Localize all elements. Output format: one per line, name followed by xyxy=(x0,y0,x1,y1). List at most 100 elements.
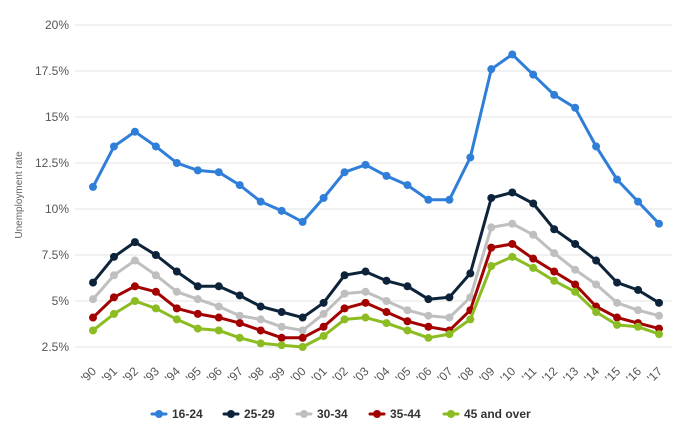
data-point[interactable] xyxy=(298,313,307,322)
data-point[interactable] xyxy=(340,289,349,298)
data-point[interactable] xyxy=(529,254,538,263)
data-point[interactable] xyxy=(256,326,265,335)
data-point[interactable] xyxy=(382,276,391,285)
data-point[interactable] xyxy=(319,298,328,307)
data-point[interactable] xyxy=(571,103,580,112)
data-point[interactable] xyxy=(151,251,160,259)
data-point[interactable] xyxy=(487,193,496,202)
data-point[interactable] xyxy=(130,297,139,305)
data-point[interactable] xyxy=(508,50,517,59)
data-point[interactable] xyxy=(130,282,139,291)
data-point[interactable] xyxy=(508,252,517,261)
data-point[interactable] xyxy=(151,271,160,280)
legend-item[interactable]: 16-24 xyxy=(150,407,203,421)
data-point[interactable] xyxy=(613,313,622,322)
data-point[interactable] xyxy=(550,276,559,285)
data-point[interactable] xyxy=(655,324,663,333)
data-point[interactable] xyxy=(256,197,265,206)
legend-item[interactable]: 25-29 xyxy=(222,407,275,421)
legend-item[interactable]: 35-44 xyxy=(368,407,421,421)
data-point[interactable] xyxy=(592,280,601,289)
data-point[interactable] xyxy=(613,298,622,307)
data-point[interactable] xyxy=(445,293,454,302)
data-point[interactable] xyxy=(172,287,181,296)
data-point[interactable] xyxy=(550,90,559,99)
data-point[interactable] xyxy=(550,249,559,258)
data-point[interactable] xyxy=(655,219,663,228)
data-point[interactable] xyxy=(172,267,181,276)
data-point[interactable] xyxy=(487,262,496,271)
data-point[interactable] xyxy=(172,315,181,324)
data-point[interactable] xyxy=(655,330,663,339)
data-point[interactable] xyxy=(445,330,454,339)
data-point[interactable] xyxy=(172,159,181,167)
data-point[interactable] xyxy=(89,313,97,322)
data-point[interactable] xyxy=(529,230,538,239)
data-point[interactable] xyxy=(256,302,265,311)
data-point[interactable] xyxy=(298,326,307,335)
data-point[interactable] xyxy=(403,326,412,335)
data-point[interactable] xyxy=(319,322,328,331)
data-point[interactable] xyxy=(193,309,202,318)
data-point[interactable] xyxy=(298,333,307,342)
data-point[interactable] xyxy=(235,319,244,328)
data-point[interactable] xyxy=(172,304,181,313)
data-point[interactable] xyxy=(361,287,370,296)
data-point[interactable] xyxy=(298,217,307,226)
data-point[interactable] xyxy=(235,291,244,300)
data-point[interactable] xyxy=(445,195,454,204)
data-point[interactable] xyxy=(487,243,496,252)
data-point[interactable] xyxy=(382,308,391,317)
data-point[interactable] xyxy=(466,153,475,162)
data-point[interactable] xyxy=(403,306,412,315)
data-point[interactable] xyxy=(109,142,118,151)
data-point[interactable] xyxy=(89,182,97,191)
data-point[interactable] xyxy=(529,199,538,208)
data-point[interactable] xyxy=(592,256,601,265)
data-point[interactable] xyxy=(424,295,433,304)
data-point[interactable] xyxy=(445,313,454,322)
data-point[interactable] xyxy=(130,127,139,136)
data-point[interactable] xyxy=(130,238,139,247)
data-point[interactable] xyxy=(613,278,622,287)
data-point[interactable] xyxy=(214,302,223,311)
data-point[interactable] xyxy=(571,287,580,296)
data-point[interactable] xyxy=(340,315,349,324)
data-point[interactable] xyxy=(403,282,412,291)
data-point[interactable] xyxy=(361,298,370,307)
data-point[interactable] xyxy=(529,263,538,272)
data-point[interactable] xyxy=(550,225,559,234)
data-point[interactable] xyxy=(277,333,286,342)
data-point[interactable] xyxy=(109,309,118,318)
data-point[interactable] xyxy=(508,219,517,228)
data-point[interactable] xyxy=(571,265,580,274)
data-point[interactable] xyxy=(214,282,223,291)
data-point[interactable] xyxy=(466,269,475,278)
legend-item[interactable]: 30-34 xyxy=(295,407,348,421)
data-point[interactable] xyxy=(634,197,643,206)
data-point[interactable] xyxy=(277,341,286,350)
data-point[interactable] xyxy=(130,256,139,265)
data-point[interactable] xyxy=(109,293,118,302)
data-point[interactable] xyxy=(529,70,538,79)
data-point[interactable] xyxy=(487,65,496,74)
data-point[interactable] xyxy=(424,322,433,331)
data-point[interactable] xyxy=(613,175,622,184)
data-point[interactable] xyxy=(151,287,160,296)
data-point[interactable] xyxy=(592,142,601,151)
data-point[interactable] xyxy=(550,267,559,276)
data-point[interactable] xyxy=(89,295,97,304)
data-point[interactable] xyxy=(361,267,370,276)
data-point[interactable] xyxy=(319,309,328,318)
data-point[interactable] xyxy=(508,239,517,248)
data-point[interactable] xyxy=(634,306,643,315)
data-point[interactable] xyxy=(277,308,286,317)
data-point[interactable] xyxy=(214,326,223,335)
data-point[interactable] xyxy=(634,285,643,294)
data-point[interactable] xyxy=(655,311,663,320)
data-point[interactable] xyxy=(382,297,391,305)
data-point[interactable] xyxy=(382,319,391,328)
data-point[interactable] xyxy=(466,293,475,302)
data-point[interactable] xyxy=(256,339,265,348)
data-point[interactable] xyxy=(89,278,97,287)
